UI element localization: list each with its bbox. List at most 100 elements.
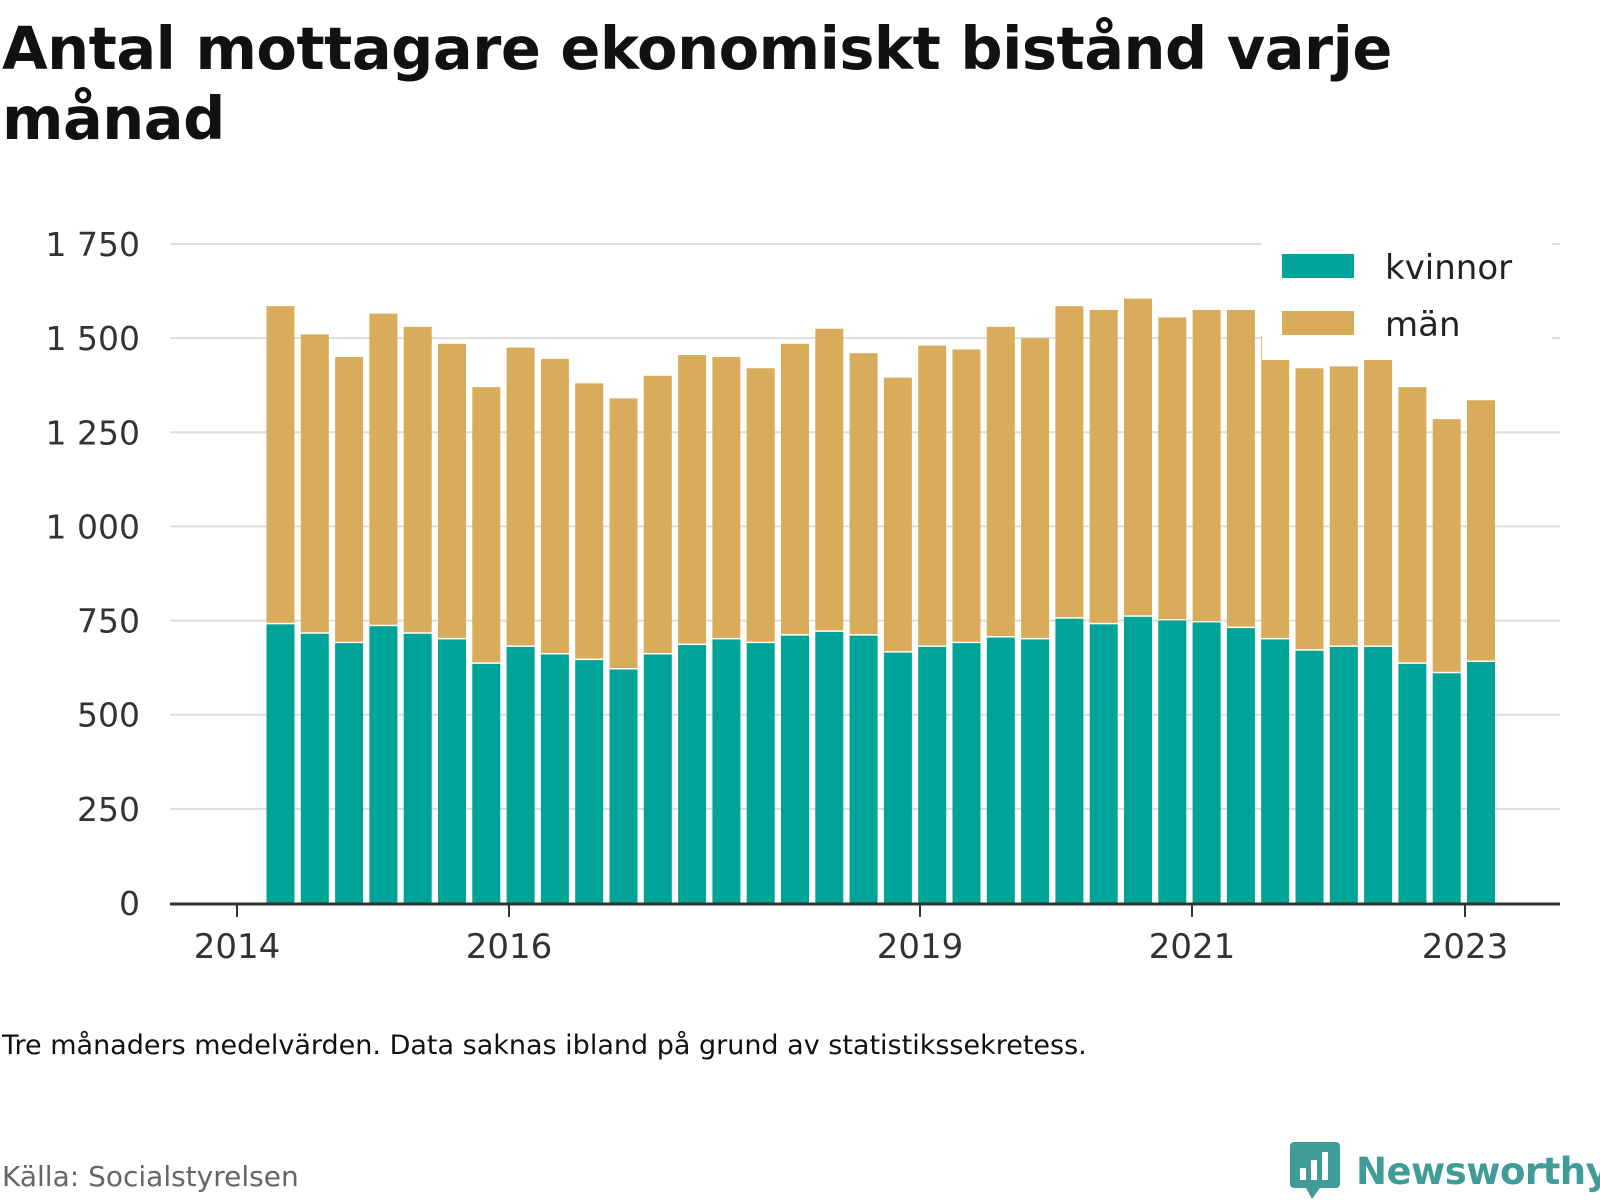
bar-kvinnor <box>1467 661 1495 903</box>
bar-kvinnor <box>815 631 844 903</box>
source-credit: Källa: Socialstyrelsen <box>2 1160 299 1193</box>
x-tick-label: 2023 <box>1422 927 1509 967</box>
bar-kvinnor <box>1124 616 1152 903</box>
bar-kvinnor <box>781 635 809 903</box>
bar-kvinnor <box>1398 663 1427 903</box>
bar-man <box>609 398 638 669</box>
y-tick-label: 1 250 <box>46 413 140 452</box>
bar-man <box>643 375 672 653</box>
bar-kvinnor <box>438 639 466 903</box>
y-axis-tick-labels: 0 250 500 750 1 000 1 250 1 500 1 750 <box>46 225 140 923</box>
bar-man <box>1432 419 1461 672</box>
bar-man <box>1021 338 1050 638</box>
bar-man <box>781 343 809 635</box>
bar-kvinnor <box>1432 673 1461 903</box>
bar-kvinnor <box>883 652 912 903</box>
bar-man <box>1124 298 1152 616</box>
bar-man <box>986 326 1015 637</box>
x-tick-label: 2014 <box>194 927 281 967</box>
bar-kvinnor <box>403 633 432 903</box>
bar-man <box>1055 306 1084 618</box>
x-tick-label: 2021 <box>1149 927 1236 967</box>
y-tick-label: 1 500 <box>46 319 140 358</box>
bar-man <box>1226 309 1255 627</box>
bar-kvinnor <box>986 637 1015 903</box>
bar-man <box>506 347 535 646</box>
bar-man <box>746 368 775 642</box>
bar-man <box>1158 317 1187 620</box>
bar-kvinnor <box>266 624 295 903</box>
newsworthy-logo-icon <box>1290 1142 1340 1199</box>
bar-man <box>1192 309 1221 621</box>
brand-logo: Newsworthy <box>1290 1138 1600 1204</box>
brand-name: Newsworthy <box>1356 1149 1600 1193</box>
bar-man <box>1398 387 1427 663</box>
bar-kvinnor <box>1158 620 1187 903</box>
bar-man <box>335 356 364 642</box>
bar-man <box>883 377 912 652</box>
bar-kvinnor <box>335 643 364 903</box>
y-tick-label: 1 750 <box>46 225 140 264</box>
bar-man <box>1089 309 1118 623</box>
bar-kvinnor <box>575 660 604 903</box>
bar-man <box>712 356 741 638</box>
footnote: Tre månaders medelvärden. Data saknas ib… <box>2 1030 1087 1061</box>
bar-man <box>918 345 947 646</box>
bar-kvinnor <box>952 643 981 903</box>
bar-man <box>540 358 569 653</box>
x-tick-label: 2016 <box>466 927 553 967</box>
bar-kvinnor <box>1295 650 1324 903</box>
y-tick-label: 250 <box>77 790 140 829</box>
bar-man <box>266 306 295 623</box>
bar-kvinnor <box>678 645 707 903</box>
bar-kvinnor <box>1226 628 1255 903</box>
legend-swatch-kvinnor <box>1282 254 1354 278</box>
bar-kvinnor <box>1055 618 1084 903</box>
bar-man <box>1295 368 1324 650</box>
bar-man <box>815 328 844 631</box>
bar-man <box>849 353 878 635</box>
bar-kvinnor <box>300 633 329 903</box>
bar-kvinnor <box>1021 639 1050 903</box>
legend: kvinnor män <box>1262 240 1552 360</box>
bar-man <box>678 355 707 644</box>
bar-man <box>1329 366 1358 646</box>
bar-man <box>369 313 398 625</box>
y-tick-label: 1 000 <box>46 507 140 546</box>
legend-label-man: män <box>1385 305 1461 345</box>
bar-kvinnor <box>849 635 878 903</box>
bar-kvinnor <box>746 643 775 903</box>
x-axis: 2014 2016 2019 2021 2023 <box>170 902 1560 967</box>
bar-kvinnor <box>1329 646 1358 903</box>
bar-kvinnor <box>918 646 947 903</box>
bar-kvinnor <box>369 626 398 903</box>
bar-kvinnor <box>643 654 672 903</box>
x-tick-label: 2019 <box>877 927 964 967</box>
legend-swatch-man <box>1282 311 1354 335</box>
bar-man <box>1467 400 1495 661</box>
bar-kvinnor <box>472 663 501 903</box>
bar-man <box>438 343 466 638</box>
bar-kvinnor <box>1089 624 1118 903</box>
bar-man <box>1364 358 1393 646</box>
y-tick-label: 750 <box>77 602 140 641</box>
bar-kvinnor <box>1192 622 1221 903</box>
bar-kvinnor <box>1364 646 1393 903</box>
bar-kvinnor <box>712 639 741 903</box>
bar-kvinnor <box>609 669 638 903</box>
legend-label-kvinnor: kvinnor <box>1385 248 1512 288</box>
bar-man <box>952 349 981 642</box>
y-tick-label: 500 <box>77 696 140 735</box>
chart-title: Antal mottagare ekonomiskt bistånd varje… <box>2 14 1392 153</box>
bar-kvinnor <box>1261 639 1290 903</box>
bar-man <box>472 387 501 663</box>
bar-kvinnor <box>540 654 569 903</box>
bar-kvinnor <box>506 646 535 903</box>
y-tick-label: 0 <box>119 884 140 923</box>
bar-man <box>300 334 329 633</box>
bar-man <box>1261 336 1290 638</box>
bar-series <box>266 298 1495 903</box>
bar-man <box>575 383 604 659</box>
bar-man <box>403 326 432 633</box>
